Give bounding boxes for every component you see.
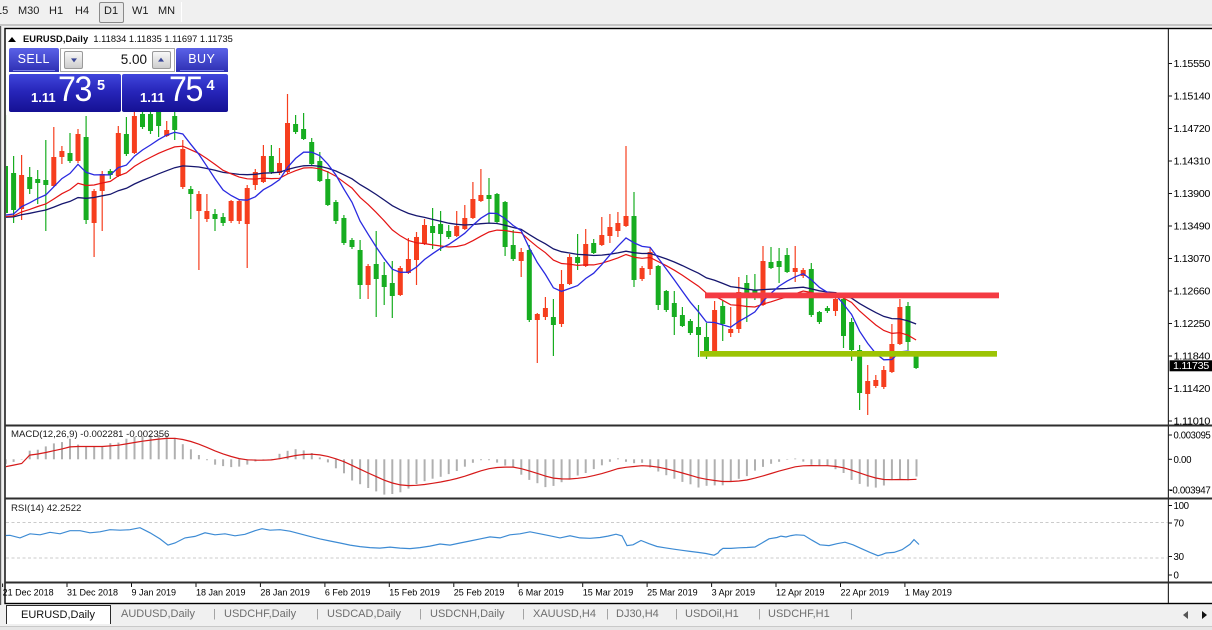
svg-text:25 Feb 2019: 25 Feb 2019 [454,587,505,597]
svg-text:15 Feb 2019: 15 Feb 2019 [389,587,440,597]
svg-text:1.15140: 1.15140 [1174,92,1212,103]
svg-text:22 Apr 2019: 22 Apr 2019 [841,587,890,597]
svg-text:6 Mar 2019: 6 Mar 2019 [518,587,564,597]
svg-text:1 May 2019: 1 May 2019 [905,587,952,597]
svg-text:1.11840: 1.11840 [1174,352,1212,363]
svg-text:1.13070: 1.13070 [1174,254,1212,265]
svg-text:9 Jan 2019: 9 Jan 2019 [132,587,177,597]
svg-text:0: 0 [1174,571,1180,582]
svg-text:30: 30 [1174,552,1185,563]
svg-text:28 Jan 2019: 28 Jan 2019 [260,587,310,597]
svg-text:1.14720: 1.14720 [1174,124,1212,135]
svg-text:18 Jan 2019: 18 Jan 2019 [196,587,246,597]
svg-text:1.12660: 1.12660 [1174,287,1212,298]
svg-text:0.00: 0.00 [1174,455,1193,466]
svg-text:25 Mar 2019: 25 Mar 2019 [647,587,698,597]
svg-text:12 Apr 2019: 12 Apr 2019 [776,587,825,597]
svg-text:1.14310: 1.14310 [1174,157,1212,168]
svg-text:21 Dec 2018: 21 Dec 2018 [3,587,54,597]
svg-text:1.15550: 1.15550 [1174,59,1212,70]
svg-text:31 Dec 2018: 31 Dec 2018 [67,587,118,597]
svg-text:70: 70 [1174,519,1185,530]
svg-text:3 Apr 2019: 3 Apr 2019 [712,587,756,597]
svg-text:15 Mar 2019: 15 Mar 2019 [583,587,634,597]
svg-text:-0.003947: -0.003947 [1170,486,1211,497]
svg-text:1.13490: 1.13490 [1174,222,1212,233]
svg-text:1.13900: 1.13900 [1174,189,1212,200]
svg-text:100: 100 [1174,501,1190,512]
svg-text:0.003095: 0.003095 [1174,431,1211,442]
svg-text:6 Feb 2019: 6 Feb 2019 [325,587,371,597]
svg-text:1.11735: 1.11735 [1173,361,1209,372]
svg-text:1.11420: 1.11420 [1174,384,1212,395]
svg-text:1.11010: 1.11010 [1174,417,1212,428]
svg-text:1.12250: 1.12250 [1174,319,1212,330]
